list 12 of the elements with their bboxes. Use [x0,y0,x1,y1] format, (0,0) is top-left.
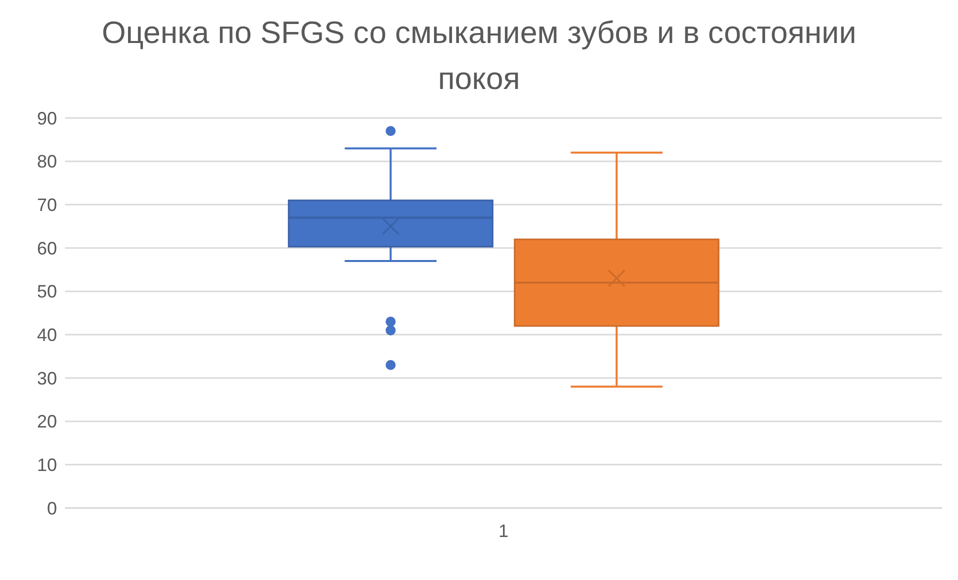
y-tick-label: 50 [36,282,57,302]
y-tick-label: 80 [36,152,57,172]
chart-title: Оценка по SFGS со смыканием зубов и в состоянии покоя [100,14,858,98]
y-tick-label: 0 [46,498,57,518]
y-tick-label: 90 [36,108,57,128]
y-tick-label: 30 [36,368,57,388]
y-tick-label: 60 [36,238,57,258]
y-tick-label: 10 [36,455,57,476]
y-tick-label: 20 [36,412,57,432]
y-tick-label: 70 [36,195,57,216]
x-tick-label: 1 [498,520,509,541]
y-tick-label: 40 [36,325,57,346]
